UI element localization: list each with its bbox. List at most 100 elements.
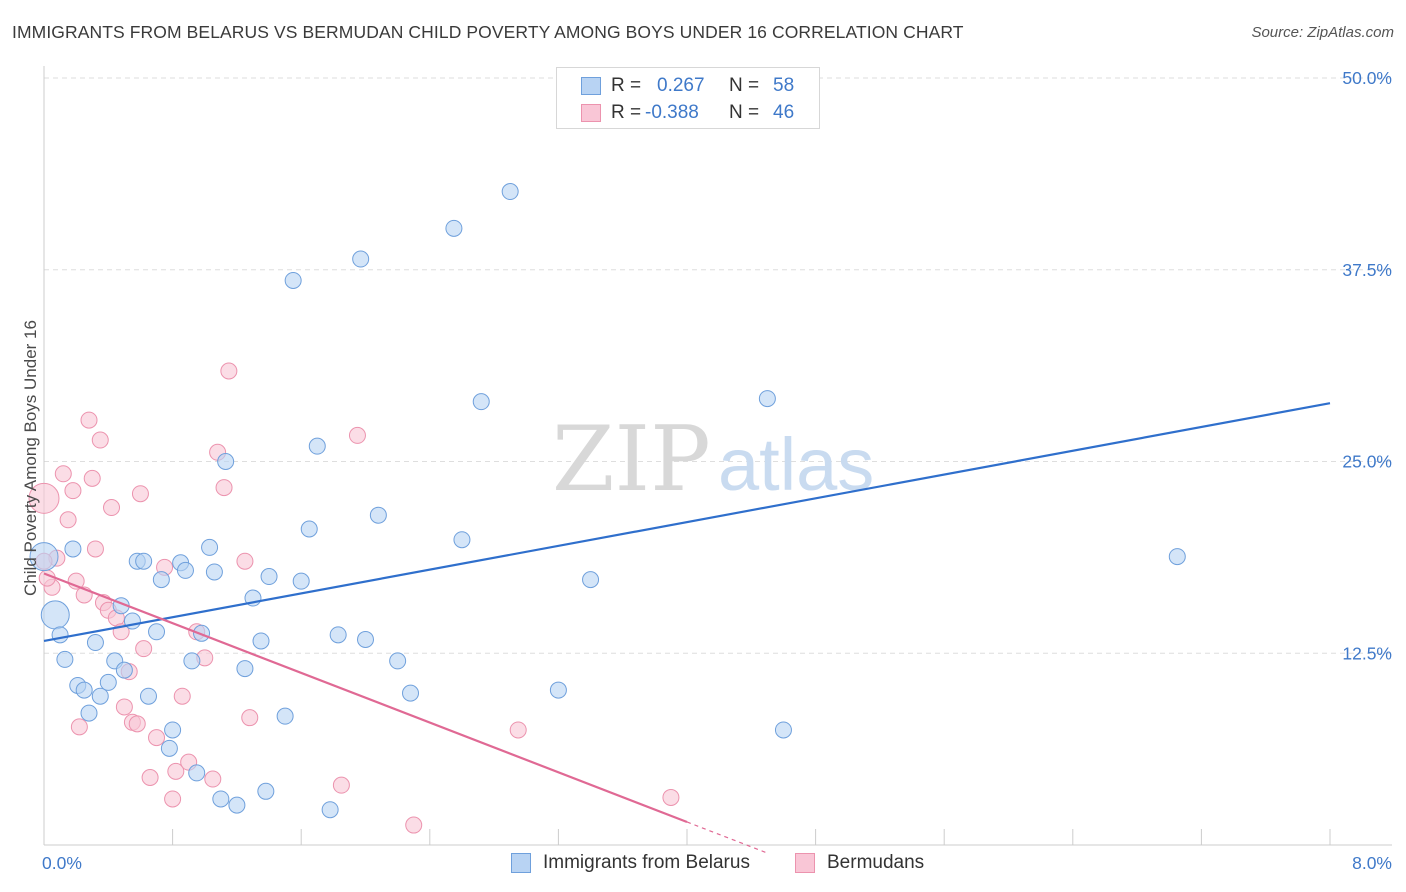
belarus-point [472, 393, 490, 411]
tick-labels: 12.5% 25.0% 37.5% 50.0% 0.0% 8.0% [42, 68, 1392, 873]
axes [43, 66, 1392, 846]
belarus-point [201, 538, 219, 556]
belarus-point [205, 563, 223, 581]
belarus-point [29, 542, 59, 572]
bermudans-point [83, 469, 101, 487]
correlation-legend: R = 0.267 N = 58 R = -0.388 N = 46 [556, 67, 820, 129]
bermudans-point [103, 499, 121, 517]
n-label: N = [729, 102, 760, 123]
bermudans-point [70, 718, 88, 736]
belarus-point [402, 684, 420, 702]
bermudans-point [38, 569, 56, 587]
belarus-point [369, 506, 387, 524]
trendlines [43, 402, 1331, 854]
belarus-point [321, 801, 339, 819]
belarus-point [183, 652, 201, 670]
x-tick-label: 0.0% [42, 853, 82, 873]
watermark-zip: ZIP [552, 407, 711, 512]
bermudans-point [148, 729, 166, 747]
belarus-point [292, 572, 310, 590]
bermudans-point [662, 788, 680, 806]
belarus-point [260, 568, 278, 586]
bermudans-point [64, 482, 82, 500]
belarus-point [582, 571, 600, 589]
belarus-point [139, 687, 157, 705]
belarus-point [549, 681, 567, 699]
belarus-point [91, 687, 109, 705]
bermudans-point [131, 485, 149, 503]
bermudans-swatch [795, 853, 815, 873]
bermudans-point [28, 482, 60, 514]
belarus-point [64, 540, 82, 558]
belarus-point [51, 626, 69, 644]
source-label: Source: ZipAtlas.com [1251, 24, 1394, 41]
chart-title: IMMIGRANTS FROM BELARUS VS BERMUDAN CHIL… [12, 22, 964, 42]
bermudans-point [128, 715, 146, 733]
watermark-atlas: atlas [718, 423, 874, 506]
y-tick-label: 25.0% [1342, 452, 1392, 472]
belarus-point [774, 721, 792, 739]
belarus-point [176, 561, 194, 579]
belarus-point [758, 390, 776, 408]
n-value: 46 [773, 102, 795, 123]
bermudans-swatch [581, 104, 601, 122]
r-label: R = [611, 102, 642, 123]
belarus-point [115, 661, 133, 679]
r-value: 0.267 [657, 75, 705, 96]
belarus-swatch [581, 77, 601, 95]
legend-label-bermudans: Bermudans [827, 852, 925, 873]
belarus-point [236, 660, 254, 678]
belarus-point [148, 623, 166, 641]
legend-item-bermudans: Bermudans [795, 852, 924, 874]
belarus-point [212, 790, 230, 808]
belarus-point [276, 707, 294, 725]
belarus-point [228, 796, 246, 814]
belarus-point [352, 250, 370, 268]
belarus-point [300, 520, 318, 538]
belarus-swatch [511, 853, 531, 873]
y-axis-label: Child Poverty Among Boys Under 16 [21, 320, 40, 596]
bermudans-point [348, 426, 366, 444]
belarus-point [217, 453, 235, 470]
r-label: R = [611, 75, 642, 96]
bermudans-point [135, 640, 153, 658]
belarus-point [40, 600, 70, 630]
belarus-point [164, 721, 182, 739]
r-value: -0.388 [645, 102, 699, 123]
legend-label-belarus: Immigrants from Belarus [543, 852, 750, 873]
y-tick-label: 37.5% [1342, 260, 1392, 280]
belarus-point [357, 630, 374, 648]
belarus-point [257, 782, 275, 800]
n-value: 58 [773, 75, 795, 96]
bermudans-point [115, 698, 133, 716]
bermudans-point [215, 479, 233, 497]
belarus-point [252, 632, 270, 650]
bermudans-point [405, 816, 423, 834]
bermudans-point [80, 411, 98, 429]
bermudans-point [59, 511, 77, 529]
belarus-point [329, 626, 347, 644]
x-tick-label: 8.0% [1352, 853, 1392, 873]
y-tick-label: 50.0% [1342, 68, 1392, 88]
belarus-point [56, 650, 74, 668]
belarus-point [1168, 548, 1186, 566]
belarus-point [160, 739, 178, 757]
belarus-point [453, 531, 471, 549]
belarus-point [86, 634, 104, 652]
bermudans-point [332, 776, 350, 794]
bermudans-trendline-extension [686, 821, 768, 854]
bermudans-point [509, 721, 527, 739]
bermudans-point [204, 770, 222, 788]
belarus-point [188, 764, 206, 782]
bermudans-point [141, 769, 159, 787]
belarus-point [389, 652, 407, 670]
belarus-point [445, 219, 463, 237]
bermudans-point [54, 465, 72, 483]
bermudans-point [173, 687, 191, 705]
bermudans-point [220, 362, 238, 380]
bermudans-point [167, 762, 185, 780]
belarus-point [135, 552, 153, 570]
belarus-point [75, 681, 93, 699]
bermudans-point [86, 540, 104, 558]
